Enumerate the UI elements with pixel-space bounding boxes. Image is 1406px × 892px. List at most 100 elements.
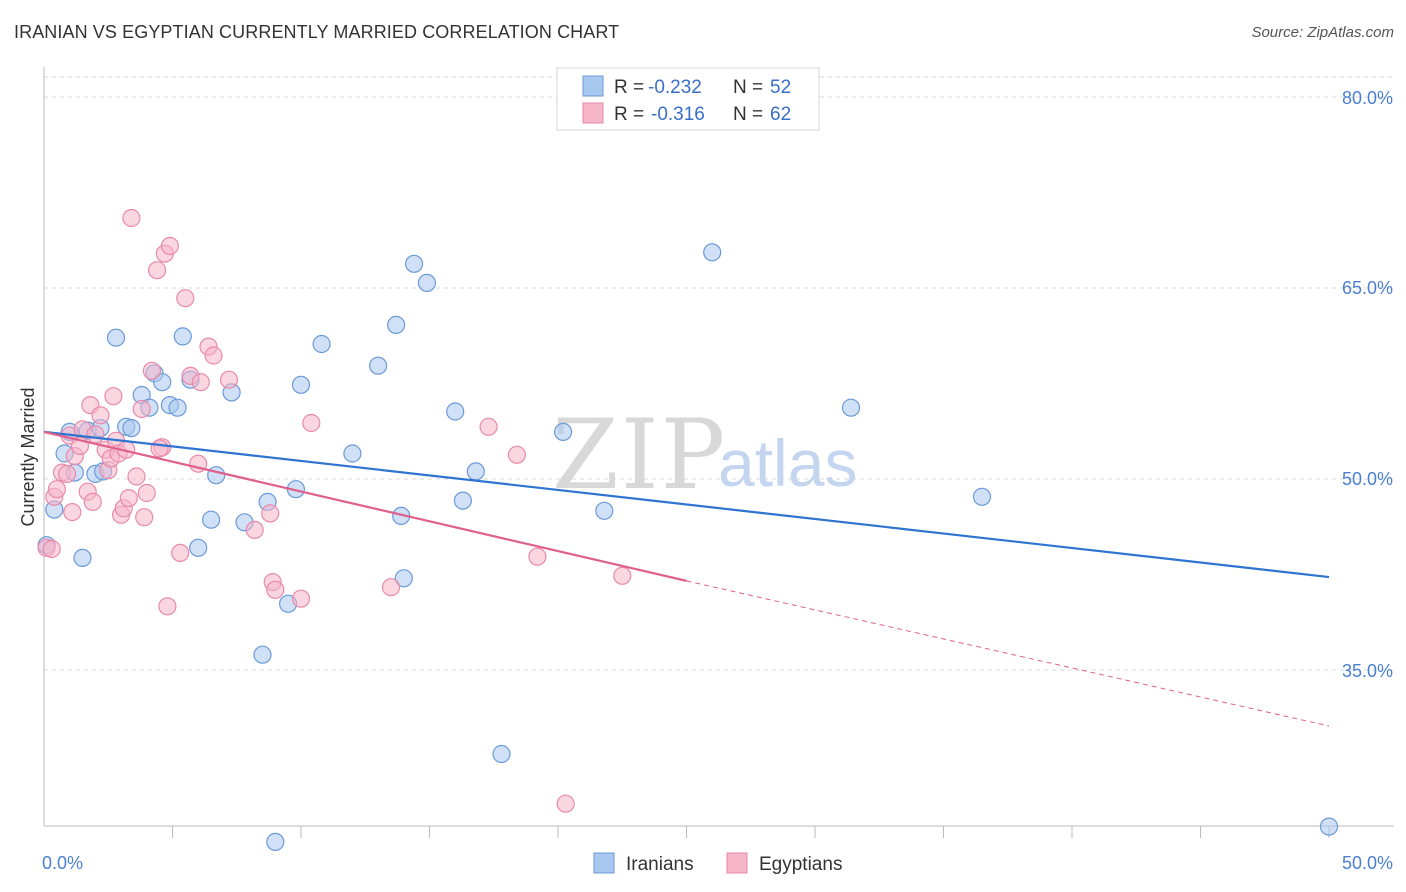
- egyptian-point-57: [556, 794, 575, 813]
- egyptian-point-47: [245, 520, 264, 540]
- egyptian-point-15: [86, 425, 105, 444]
- chart-source: Source: ZipAtlas.com: [1251, 24, 1394, 41]
- iranian-point-23: [202, 510, 221, 529]
- egyptian-point-56: [528, 547, 547, 566]
- egyptian-point-35: [150, 439, 169, 458]
- iranian-point-17: [153, 373, 172, 392]
- egyptians-trend-line: [43, 430, 687, 582]
- stats-n-value-iranians: 52: [770, 77, 791, 98]
- iranian-point-19: [168, 398, 187, 417]
- y-tick-label-80: 80.0%: [1342, 88, 1393, 108]
- egyptian-point-14: [83, 492, 102, 511]
- egyptian-point-20: [104, 387, 123, 406]
- iranian-point-6: [73, 548, 92, 568]
- egyptian-point-32: [142, 361, 161, 380]
- x-tick-label-min: 0.0%: [42, 853, 83, 873]
- y-tick-label-50: 50.0%: [1342, 469, 1393, 489]
- egyptians-trend-extension: [686, 580, 1330, 727]
- iranian-point-49: [972, 487, 992, 506]
- egyptian-point-42: [191, 373, 210, 392]
- egyptian-point-37: [158, 597, 177, 616]
- y-tick-label-65: 65.0%: [1342, 278, 1393, 298]
- stats-n-value-egyptians: 62: [770, 104, 791, 125]
- iranian-point-50: [1319, 817, 1339, 836]
- egyptian-point-55: [507, 445, 527, 464]
- iranian-point-44: [492, 744, 511, 764]
- iranian-point-29: [266, 832, 285, 852]
- iranian-point-48: [841, 398, 861, 417]
- egyptian-point-30: [135, 508, 154, 527]
- egyptian-point-40: [176, 289, 195, 308]
- egyptian-point-39: [171, 543, 190, 563]
- stats-swatch-egyptians: [582, 102, 604, 124]
- watermark-zip: ZIP: [552, 399, 727, 511]
- egyptian-point-28: [127, 467, 146, 486]
- egyptian-point-27: [122, 208, 141, 228]
- regression-lines: [43, 430, 1330, 727]
- iranian-point-22: [189, 538, 208, 557]
- iranian-point-39: [405, 254, 424, 273]
- iranian-point-32: [291, 375, 311, 394]
- egyptian-point-6: [57, 464, 77, 483]
- egyptian-point-29: [132, 399, 151, 419]
- iranian-point-11: [106, 328, 126, 347]
- watermark: ZIP atlas: [552, 399, 857, 511]
- egyptian-point-45: [204, 346, 223, 365]
- egyptian-point-16: [91, 406, 110, 425]
- iranian-point-36: [387, 315, 406, 334]
- egyptian-point-38: [160, 236, 179, 256]
- iranian-point-20: [173, 327, 192, 346]
- egyptian-point-31: [137, 483, 156, 503]
- iranian-point-46: [595, 501, 614, 520]
- egyptian-point-26: [119, 489, 138, 508]
- iranian-point-38: [394, 569, 413, 588]
- egyptian-point-8: [63, 502, 82, 522]
- iranian-point-40: [417, 273, 436, 292]
- iranian-point-43: [466, 462, 485, 481]
- egyptian-point-53: [381, 578, 401, 597]
- iranian-point-41: [446, 402, 465, 421]
- egyptian-point-51: [291, 589, 311, 608]
- stats-r-value-iranians: -0.232: [648, 77, 702, 98]
- stats-r-value-egyptians: -0.316: [651, 104, 705, 125]
- egyptian-point-33: [148, 261, 167, 280]
- iranian-point-33: [312, 334, 331, 354]
- y-tick-label-35: 35.0%: [1342, 661, 1393, 681]
- x-axis-ticks: [172, 826, 1330, 838]
- iranian-point-35: [369, 356, 388, 375]
- x-tick-label-max: 50.0%: [1342, 853, 1393, 873]
- iranian-point-45: [553, 422, 573, 441]
- egyptian-point-54: [479, 417, 498, 436]
- iranian-point-27: [253, 645, 272, 664]
- egyptian-point-52: [302, 413, 321, 433]
- egyptian-point-48: [261, 504, 280, 523]
- y-axis-tick-labels: 80.0% 65.0% 50.0% 35.0%: [1342, 88, 1393, 681]
- stats-r-label-iranians: R =: [614, 77, 644, 98]
- legend-label-iranians: Iranians: [626, 854, 694, 875]
- iranian-point-13: [122, 419, 141, 438]
- chart-title: IRANIAN VS EGYPTIAN CURRENTLY MARRIED CO…: [14, 22, 620, 42]
- y-axis-title: Currently Married: [18, 387, 38, 526]
- iranian-point-47: [703, 243, 722, 262]
- stats-n-label-egyptians: N =: [733, 104, 763, 125]
- egyptian-point-4: [47, 480, 67, 499]
- stats-r-label-egyptians: R =: [614, 104, 644, 125]
- legend-swatch-egyptians: [726, 852, 748, 874]
- series-legend: Iranians Egyptians: [593, 852, 842, 875]
- iranian-point-34: [343, 444, 362, 463]
- data-points: [37, 208, 1339, 852]
- iranians-trend-line: [43, 430, 1330, 579]
- egyptian-point-46: [219, 370, 239, 389]
- iranian-point-42: [453, 491, 472, 510]
- grid-lines: [44, 76, 1394, 671]
- legend-swatch-iranians: [593, 852, 615, 874]
- iranian-point-24: [207, 466, 226, 485]
- stats-n-label-iranians: N =: [733, 77, 763, 98]
- stats-swatch-iranians: [582, 75, 604, 97]
- watermark-atlas: atlas: [718, 426, 857, 500]
- legend-label-egyptians: Egyptians: [759, 854, 842, 875]
- x-axis-tick-labels: 0.0% 50.0%: [42, 853, 1393, 873]
- egyptian-point-50: [266, 580, 285, 599]
- egyptian-point-2: [42, 539, 61, 559]
